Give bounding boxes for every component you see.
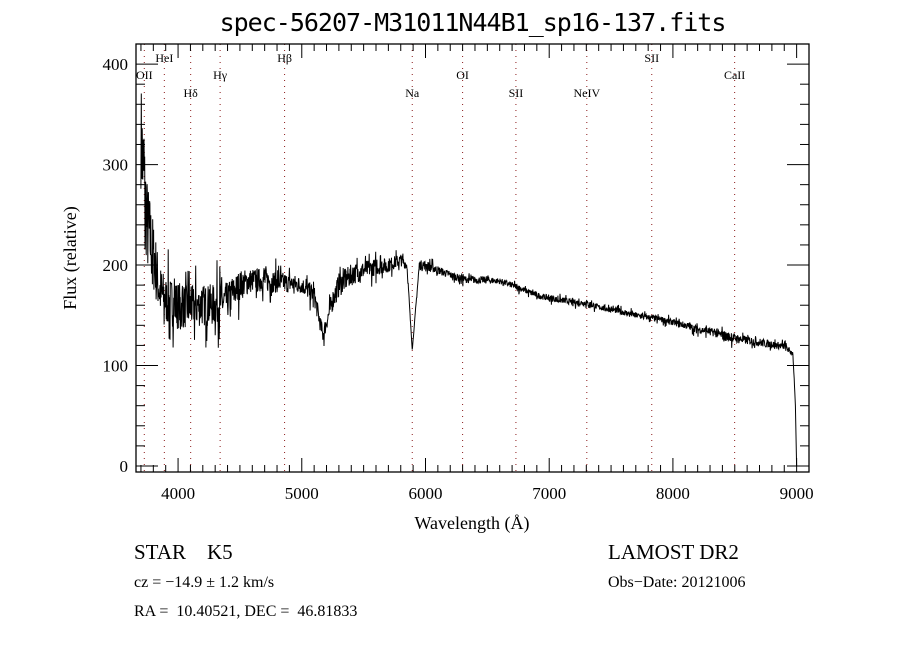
redshift-text: cz = −14.9 ± 1.2 km/s (134, 574, 274, 592)
line-label: OII (136, 68, 153, 82)
line-markers: OIIHeI Hδ Hγ Hβ Na OI SII NeIV SII CaII (136, 44, 745, 472)
line-label: OI (456, 68, 469, 82)
line-label: Hγ (213, 68, 228, 82)
plot-frame (136, 44, 809, 472)
axis-ticks: 4000 5000 6000 7000 8000 9000 0 100 200 300 400 (103, 44, 814, 503)
y-tick-label: 200 (103, 256, 129, 275)
y-axis-label: Flux (relative) (60, 206, 81, 309)
coordinates-text: RA = 10.40521, DEC = 46.81833 (134, 603, 357, 621)
x-axis-label: Wavelength (Å) (414, 513, 529, 534)
line-label: SII (509, 86, 524, 100)
y-tick-label: 300 (103, 156, 129, 175)
x-tick-label: 7000 (532, 484, 566, 503)
spectrum-line (141, 94, 797, 467)
line-label: Na (405, 86, 420, 100)
line-label: Hβ (277, 51, 292, 65)
survey-label: LAMOST DR2 (608, 540, 739, 565)
x-tick-label: 8000 (656, 484, 690, 503)
class-label: STAR (134, 540, 186, 564)
subclass-label: K5 (207, 540, 233, 564)
obs-date: Obs−Date: 20121006 (608, 574, 745, 592)
x-tick-label: 6000 (408, 484, 442, 503)
y-tick-label: 400 (103, 55, 129, 74)
line-label: HeI (155, 51, 173, 65)
y-tick-label: 0 (120, 457, 129, 476)
line-label: CaII (724, 68, 745, 82)
y-tick-label: 100 (103, 357, 129, 376)
x-tick-label: 5000 (285, 484, 319, 503)
x-tick-label: 9000 (780, 484, 814, 503)
line-label: Hδ (184, 86, 199, 100)
line-label: NeIV (573, 86, 600, 100)
spectrum-plot: OIIHeIHδHγHβNaOISII NeIVSIICaII 4000 5000 6… (0, 0, 900, 540)
line-label: SII (644, 51, 659, 65)
x-tick-label: 4000 (161, 484, 195, 503)
object-class: STAR K5 (134, 540, 233, 565)
